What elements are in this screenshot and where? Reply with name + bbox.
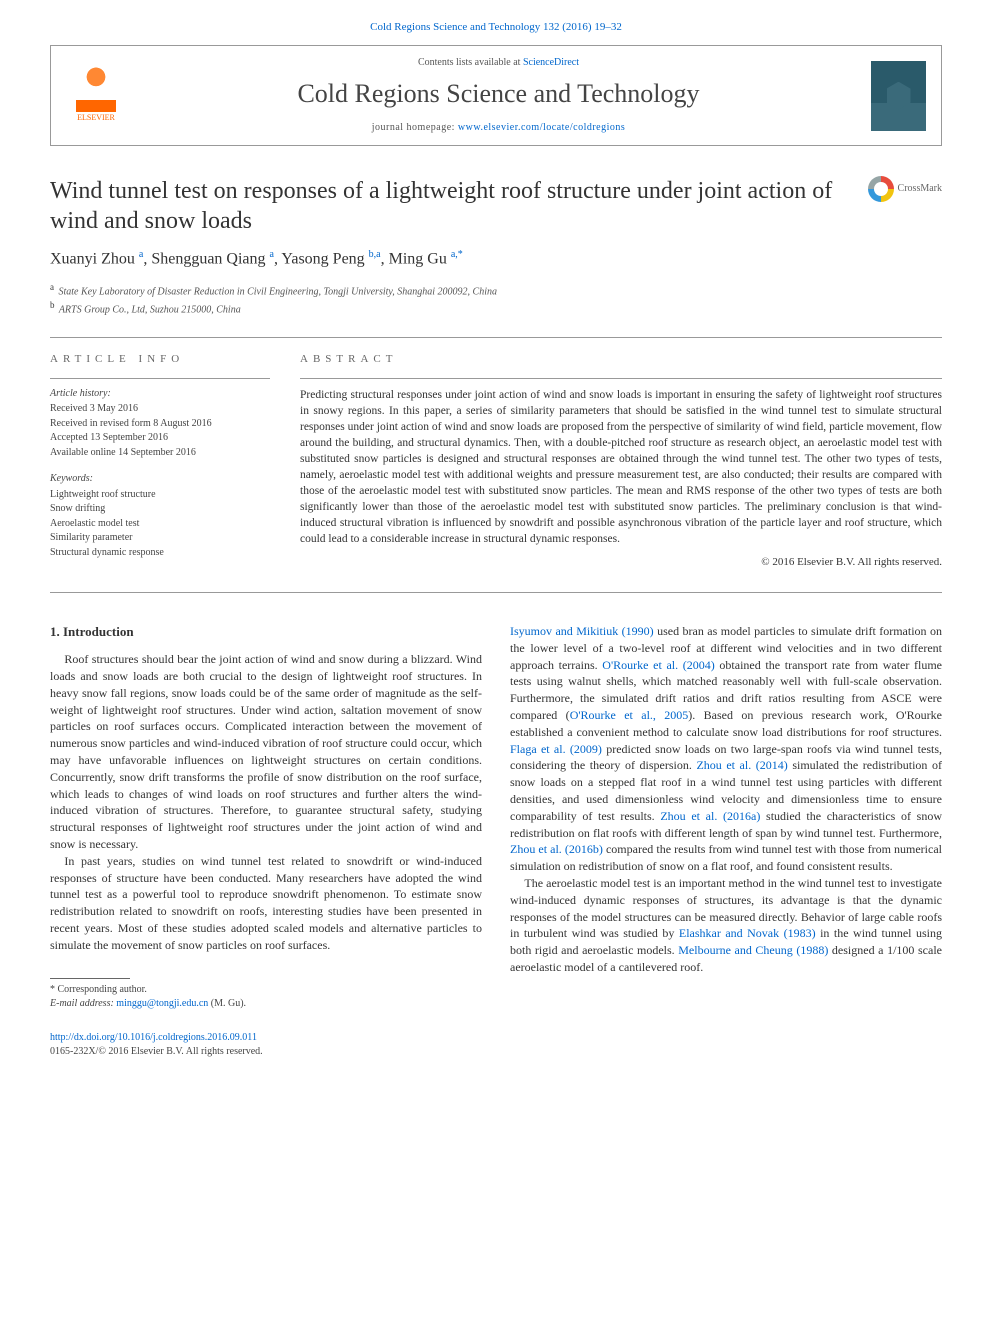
authors: Xuanyi Zhou a, Shengguan Qiang a, Yasong… bbox=[50, 248, 942, 271]
journal-citation[interactable]: Cold Regions Science and Technology 132 … bbox=[50, 20, 942, 35]
email-link[interactable]: minggu@tongji.edu.cn bbox=[116, 998, 208, 1009]
journal-homepage: journal homepage: www.elsevier.com/locat… bbox=[126, 121, 871, 135]
history-lines: Received 3 May 2016Received in revised f… bbox=[50, 402, 270, 460]
journal-center: Contents lists available at ScienceDirec… bbox=[126, 56, 871, 134]
section-head: 1. Introduction bbox=[50, 623, 482, 641]
elsevier-label: ELSEVIER bbox=[77, 112, 115, 123]
info-abstract-row: ARTICLE INFO Article history: Received 3… bbox=[50, 337, 942, 593]
crossmark-badge[interactable]: CrossMark bbox=[868, 176, 942, 202]
right-column: Isyumov and Mikitiuk (1990) used bran as… bbox=[510, 623, 942, 1059]
contents-line: Contents lists available at ScienceDirec… bbox=[126, 56, 871, 70]
doi-block: http://dx.doi.org/10.1016/j.coldregions.… bbox=[50, 1031, 482, 1059]
footer-rule bbox=[50, 978, 130, 979]
body-paragraph: Roof structures should bear the joint ac… bbox=[50, 651, 482, 853]
keyword-lines: Lightweight roof structureSnow driftingA… bbox=[50, 488, 270, 561]
elsevier-tree-icon bbox=[76, 67, 116, 112]
affiliations: a State Key Laboratory of Disaster Reduc… bbox=[50, 281, 942, 318]
article-title: Wind tunnel test on responses of a light… bbox=[50, 176, 848, 236]
history-line: Received in revised form 8 August 2016 bbox=[50, 417, 270, 432]
history-line: Accepted 13 September 2016 bbox=[50, 431, 270, 446]
elsevier-logo[interactable]: ELSEVIER bbox=[66, 61, 126, 131]
left-column: 1. Introduction Roof structures should b… bbox=[50, 623, 482, 1059]
corresponding-author-block: * Corresponding author. E-mail address: … bbox=[50, 978, 482, 1011]
abstract-rule bbox=[300, 378, 942, 379]
homepage-link[interactable]: www.elsevier.com/locate/coldregions bbox=[458, 122, 625, 133]
abstract-copyright: © 2016 Elsevier B.V. All rights reserved… bbox=[300, 555, 942, 570]
crossmark-icon bbox=[868, 176, 894, 202]
keyword-line: Aeroelastic model test bbox=[50, 517, 270, 532]
abstract-heading: ABSTRACT bbox=[300, 352, 942, 367]
history-label: Article history: bbox=[50, 387, 270, 402]
crossmark-label: CrossMark bbox=[898, 182, 942, 196]
homepage-label: journal homepage: bbox=[372, 122, 458, 133]
cover-hex-icon bbox=[887, 82, 911, 110]
contents-prefix: Contents lists available at bbox=[418, 57, 523, 68]
journal-header-box: ELSEVIER Contents lists available at Sci… bbox=[50, 45, 942, 145]
email-label: E-mail address: bbox=[50, 998, 116, 1009]
issn-line: 0165-232X/© 2016 Elsevier B.V. All right… bbox=[50, 1046, 263, 1057]
body-columns: 1. Introduction Roof structures should b… bbox=[50, 623, 942, 1059]
history-line: Available online 14 September 2016 bbox=[50, 446, 270, 461]
email-line: E-mail address: minggu@tongji.edu.cn (M.… bbox=[50, 997, 482, 1011]
keyword-line: Lightweight roof structure bbox=[50, 488, 270, 503]
abstract: ABSTRACT Predicting structural responses… bbox=[300, 352, 942, 572]
info-heading: ARTICLE INFO bbox=[50, 352, 270, 367]
body-paragraph: Isyumov and Mikitiuk (1990) used bran as… bbox=[510, 623, 942, 875]
journal-cover-thumb[interactable] bbox=[871, 61, 926, 131]
affiliation-line: a State Key Laboratory of Disaster Reduc… bbox=[50, 281, 942, 299]
affiliation-line: b ARTS Group Co., Ltd, Suzhou 215000, Ch… bbox=[50, 299, 942, 317]
body-paragraph: In past years, studies on wind tunnel te… bbox=[50, 853, 482, 954]
corr-line: * Corresponding author. bbox=[50, 983, 482, 997]
keyword-line: Structural dynamic response bbox=[50, 546, 270, 561]
email-suffix: (M. Gu). bbox=[208, 998, 246, 1009]
sciencedirect-link[interactable]: ScienceDirect bbox=[523, 57, 579, 68]
abstract-text: Predicting structural responses under jo… bbox=[300, 387, 942, 548]
info-rule bbox=[50, 378, 270, 379]
title-row: Wind tunnel test on responses of a light… bbox=[50, 176, 942, 236]
doi-link[interactable]: http://dx.doi.org/10.1016/j.coldregions.… bbox=[50, 1032, 257, 1043]
journal-title: Cold Regions Science and Technology bbox=[126, 76, 871, 112]
keyword-line: Similarity parameter bbox=[50, 531, 270, 546]
article-info: ARTICLE INFO Article history: Received 3… bbox=[50, 352, 270, 572]
history-line: Received 3 May 2016 bbox=[50, 402, 270, 417]
keywords-label: Keywords: bbox=[50, 472, 270, 487]
keyword-line: Snow drifting bbox=[50, 502, 270, 517]
body-paragraph: The aeroelastic model test is an importa… bbox=[510, 875, 942, 976]
